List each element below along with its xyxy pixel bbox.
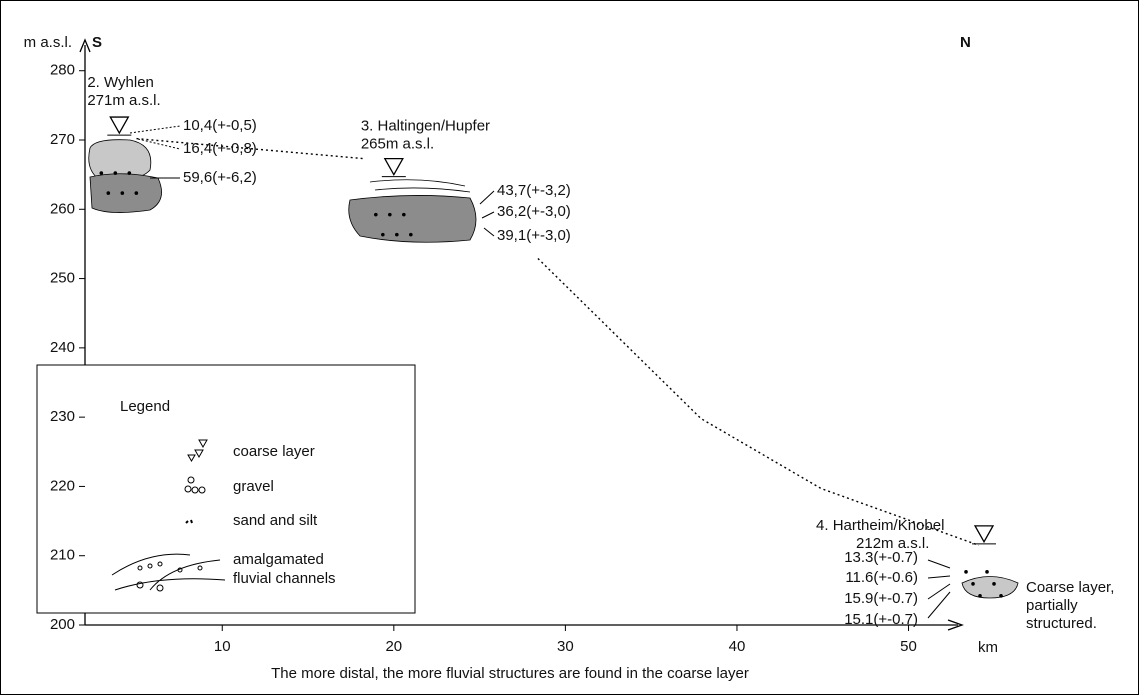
sediment-clast xyxy=(409,232,413,237)
age-label: 15.1(+-0.7) xyxy=(844,611,918,628)
age-label: 13.3(+-0.7) xyxy=(844,549,918,566)
age-leader xyxy=(137,138,181,150)
site-name: 2. Wyhlen xyxy=(87,74,154,91)
site-note: structured. xyxy=(1026,615,1097,632)
sediment-clast xyxy=(106,191,111,195)
legend-item: gravel xyxy=(233,478,274,495)
x-tick-label: 50 xyxy=(900,638,917,655)
legend-item: amalgamated xyxy=(233,551,324,568)
legend-item: sand and silt xyxy=(233,512,318,529)
age-leader xyxy=(129,125,181,134)
sediment-clast xyxy=(964,570,968,574)
age-label: 11.6(+-0.6) xyxy=(845,569,918,586)
site-elevation: 271m a.s.l. xyxy=(87,92,160,109)
age-label: 36,2(+-3,0) xyxy=(497,203,571,220)
sediment-block xyxy=(88,139,152,181)
caption: The more distal, the more fluvial struct… xyxy=(271,665,749,682)
x-tick-label: 20 xyxy=(385,638,402,655)
sediment-clast xyxy=(127,171,132,175)
sediment-clast xyxy=(381,232,385,237)
sediment-block xyxy=(348,195,477,243)
sediment-block xyxy=(369,179,471,193)
site-name: 4. Hartheim/Knobel xyxy=(816,517,944,534)
y-tick-label: 210 xyxy=(50,547,75,564)
sediment-clast xyxy=(402,212,406,217)
y-tick-label: 240 xyxy=(50,339,75,356)
site-marker xyxy=(109,116,130,135)
y-tick-label: 220 xyxy=(50,477,75,494)
sediment-clast xyxy=(985,570,989,574)
sediment-clast xyxy=(978,594,982,598)
sediment-block xyxy=(961,576,1019,599)
y-tick-label: 270 xyxy=(50,131,75,148)
age-label: 59,6(+-6,2) xyxy=(183,169,257,186)
age-leader xyxy=(927,559,951,569)
profile-line xyxy=(136,137,980,546)
site-marker xyxy=(383,157,404,176)
age-leader xyxy=(927,575,951,579)
sediment-clast xyxy=(388,212,392,217)
age-leader xyxy=(927,591,951,619)
x-tick-label: 30 xyxy=(557,638,574,655)
age-label: 43,7(+-3,2) xyxy=(497,182,571,199)
age-leader xyxy=(483,227,495,237)
y-axis-label: m a.s.l. xyxy=(24,34,72,51)
y-tick-label: 250 xyxy=(50,270,75,287)
site-marker xyxy=(973,525,995,544)
sediment-clast xyxy=(113,171,118,175)
age-label: 15.9(+-0.7) xyxy=(844,590,918,607)
y-tick-label: 200 xyxy=(50,616,75,633)
site-note: partially xyxy=(1026,597,1078,614)
direction-north: N xyxy=(960,34,971,51)
x-tick-label: 40 xyxy=(729,638,746,655)
sediment-clast xyxy=(992,582,996,586)
sediment-block xyxy=(89,173,162,213)
legend-title: Legend xyxy=(120,398,170,415)
legend-icon-channels xyxy=(111,553,226,592)
y-tick-label: 230 xyxy=(50,408,75,425)
sediment-clast xyxy=(374,212,378,217)
age-leader xyxy=(927,583,951,600)
legend-item: coarse layer xyxy=(233,443,315,460)
site-name: 3. Haltingen/Hupfer xyxy=(361,118,490,135)
legend-icon-sand xyxy=(185,519,193,524)
sediment-clast xyxy=(134,191,139,195)
age-label: 10,4(+-0,5) xyxy=(183,117,257,134)
site-note: Coarse layer, xyxy=(1026,579,1114,596)
sediment-clast xyxy=(999,594,1003,598)
age-leader xyxy=(479,190,495,205)
sediment-clast xyxy=(395,232,399,237)
site-elevation: 265m a.s.l. xyxy=(361,136,434,153)
legend-icon-coarse xyxy=(187,439,208,462)
x-axis-label: km xyxy=(978,639,998,656)
legend-icon-gravel xyxy=(184,476,206,494)
sediment-clast xyxy=(120,191,125,195)
age-label: 39,1(+-3,0) xyxy=(497,227,571,244)
x-axis xyxy=(85,619,964,631)
legend: Legend coarse layer gravel sand and silt… xyxy=(36,364,416,614)
direction-south: S xyxy=(92,34,102,51)
x-tick-label: 10 xyxy=(214,638,231,655)
legend-item: fluvial channels xyxy=(233,570,336,587)
sediment-clast xyxy=(971,582,975,586)
legend-box xyxy=(36,364,416,614)
age-label: 16,4(+-0,8) xyxy=(183,140,257,157)
y-tick-label: 260 xyxy=(50,200,75,217)
y-tick-label: 280 xyxy=(50,62,75,79)
site-elevation: 212m a.s.l. xyxy=(856,535,929,552)
sediment-clast xyxy=(99,171,104,175)
age-leader xyxy=(481,211,495,219)
